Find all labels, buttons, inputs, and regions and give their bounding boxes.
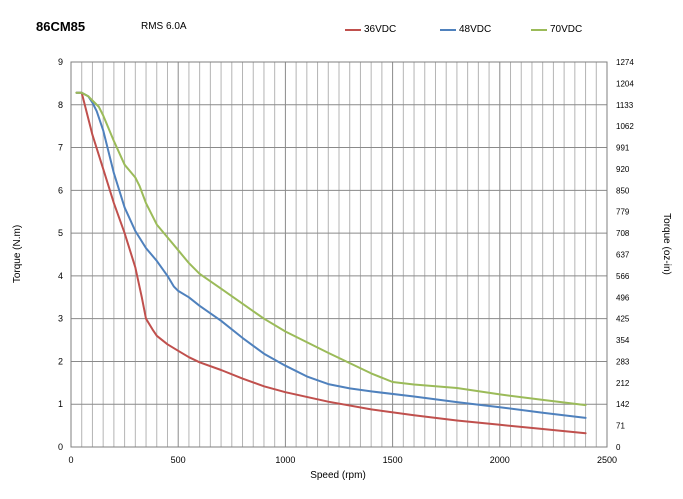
- y2-tick-label: 1133: [616, 101, 634, 110]
- y2-tick-label: 0: [616, 443, 621, 452]
- y2-tick-label: 496: [616, 293, 630, 302]
- y2-tick-label: 1274: [616, 58, 634, 67]
- y2-axis-ticks: 0 71 142 212 283 354 425 496 566 637 708 779 850 920 9…: [616, 58, 634, 452]
- legend-swatch-36vdc: [345, 28, 361, 31]
- y2-tick-label: 1062: [616, 122, 634, 131]
- legend-item-48vdc: 48VDC: [440, 24, 491, 35]
- x-tick-label: 2500: [597, 455, 617, 465]
- y2-tick-label: 637: [616, 251, 630, 260]
- legend-swatch-48vdc: [440, 28, 456, 31]
- x-axis-ticks: 0 500 1000 1500 2000 2500: [68, 455, 617, 465]
- series-line-36vdc: [75, 91, 587, 435]
- legend-label-48vdc: 48VDC: [459, 24, 492, 35]
- x-tick-label: 2000: [490, 455, 510, 465]
- y-tick-label: 9: [58, 57, 63, 67]
- legend-item-70vdc: 70VDC: [531, 24, 582, 35]
- series-line-70vdc: [75, 91, 587, 407]
- y2-tick-label: 283: [616, 357, 630, 366]
- series-lines: [75, 91, 587, 435]
- x-axis-label: Speed (rpm): [310, 470, 366, 481]
- y2-tick-label: 142: [616, 400, 630, 409]
- y-tick-label: 7: [58, 143, 63, 153]
- legend-label-70vdc: 70VDC: [550, 24, 583, 35]
- y-tick-label: 0: [58, 442, 63, 452]
- legend-label-36vdc: 36VDC: [364, 24, 397, 35]
- grid-lines: [70, 61, 608, 448]
- plot-border: [70, 61, 608, 448]
- y2-tick-label: 708: [616, 229, 630, 238]
- y-tick-label: 5: [58, 228, 63, 238]
- y-tick-label: 6: [58, 185, 63, 195]
- legend-item-36vdc: 36VDC: [345, 24, 396, 35]
- series-line-48vdc: [75, 91, 587, 419]
- y2-tick-label: 71: [616, 422, 625, 431]
- y2-tick-label: 850: [616, 186, 630, 195]
- chart-title: 86CM85: [36, 19, 86, 34]
- y-tick-label: 8: [58, 100, 63, 110]
- y2-tick-label: 212: [616, 379, 630, 388]
- y2-tick-label: 779: [616, 208, 630, 217]
- y2-tick-label: 920: [616, 165, 630, 174]
- y-tick-label: 2: [58, 356, 63, 366]
- y-axis-ticks: 0 1 2 3 4 5 6 7 8 9: [58, 57, 63, 452]
- y-tick-label: 4: [58, 271, 63, 281]
- x-tick-label: 0: [68, 455, 73, 465]
- y2-tick-label: 354: [616, 336, 630, 345]
- y-tick-label: 3: [58, 314, 63, 324]
- legend-swatch-70vdc: [531, 28, 547, 31]
- y-axis-label: Torque (N.m): [12, 225, 23, 283]
- y2-tick-label: 566: [616, 272, 630, 281]
- y2-tick-label: 425: [616, 315, 630, 324]
- y2-tick-label: 991: [616, 144, 630, 153]
- y2-tick-label: 1204: [616, 79, 634, 88]
- y2-axis-label: Torque (oz-in): [661, 213, 672, 275]
- chart-subtitle: RMS 6.0A: [141, 21, 187, 32]
- x-tick-label: 500: [171, 455, 186, 465]
- x-tick-label: 1000: [275, 455, 295, 465]
- x-tick-label: 1500: [383, 455, 403, 465]
- y-tick-label: 1: [58, 399, 63, 409]
